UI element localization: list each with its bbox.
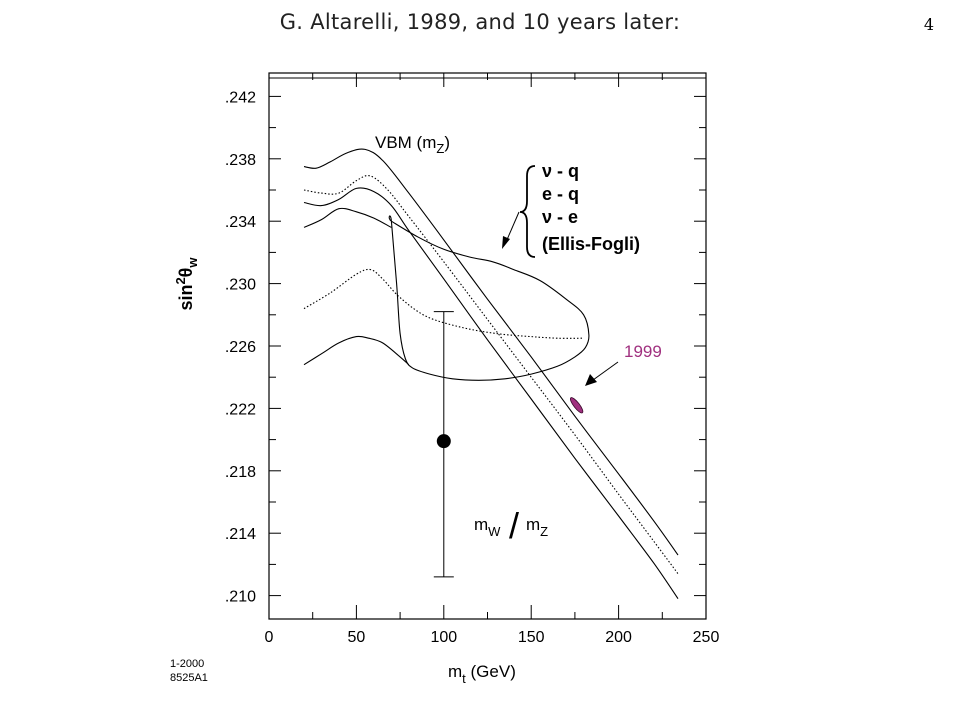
y-tick-label: .242: [225, 89, 256, 106]
nc-label-4: (Ellis-Fogli): [542, 234, 640, 254]
y-axis-title: sin2θw: [173, 257, 200, 311]
y-tick-label: .226: [225, 339, 256, 356]
y-tick-label: .218: [225, 464, 256, 481]
nc-label-1: ν - q: [542, 161, 579, 181]
ratio-slash: /: [509, 505, 519, 546]
brace: [519, 165, 536, 258]
curve-1: [303, 148, 679, 556]
slide-title: G. Altarelli, 1989, and 10 years later:: [279, 10, 681, 34]
page-number: 4: [923, 15, 934, 34]
ratio-left: mW: [474, 515, 501, 539]
y-tick-labels: .210 .214 .218 .222 .226 .230 .234 .238 .242: [225, 89, 256, 605]
curve-3: [303, 187, 679, 600]
figure-id-line-1: 1-2000: [170, 658, 204, 670]
brace-arrow-head: [502, 236, 510, 249]
label-1999: 1999: [624, 342, 662, 361]
y-tick-label: .238: [225, 152, 256, 169]
x-axis-title: mt (GeV): [448, 662, 516, 686]
nc-label-2: e - q: [542, 184, 579, 204]
curve-2: [303, 175, 679, 575]
ratio-right: mZ: [526, 515, 548, 539]
curve-5: [303, 268, 584, 339]
arrow-1999-head: [585, 374, 597, 386]
contour-1989: [388, 215, 590, 381]
y-tick-label: .222: [225, 401, 256, 418]
x-tick-label: 50: [348, 629, 366, 646]
y-tick-label: .214: [225, 526, 256, 543]
nc-label-3: ν - e: [542, 207, 578, 227]
brace-arrow-line: [505, 211, 520, 243]
curve-4: [303, 207, 392, 228]
axis-ticks: [268, 73, 707, 619]
y-tick-label: .234: [225, 214, 256, 231]
annotations: mt (GeV) sin2θw VBM (mZ) ν - q e - q ν - e (El…: [170, 133, 662, 686]
x-tick-labels: 0 50 100 150 200 250: [265, 629, 720, 646]
arrow-1999-line: [592, 361, 619, 381]
x-tick-label: 250: [693, 629, 720, 646]
curves: [303, 148, 679, 600]
x-tick-label: 0: [265, 629, 274, 646]
x-tick-label: 150: [518, 629, 545, 646]
vbm-label: VBM (mZ): [375, 133, 450, 156]
x-tick-label: 100: [430, 629, 457, 646]
curve-6: [303, 335, 410, 366]
data-point: [436, 434, 451, 449]
y-tick-label: .210: [225, 589, 256, 606]
ellipse-1999: [569, 397, 584, 414]
marks: [433, 311, 584, 578]
figure-id-line-2: 8525A1: [170, 672, 208, 684]
x-tick-label: 200: [605, 629, 632, 646]
y-tick-label: .230: [225, 277, 256, 294]
